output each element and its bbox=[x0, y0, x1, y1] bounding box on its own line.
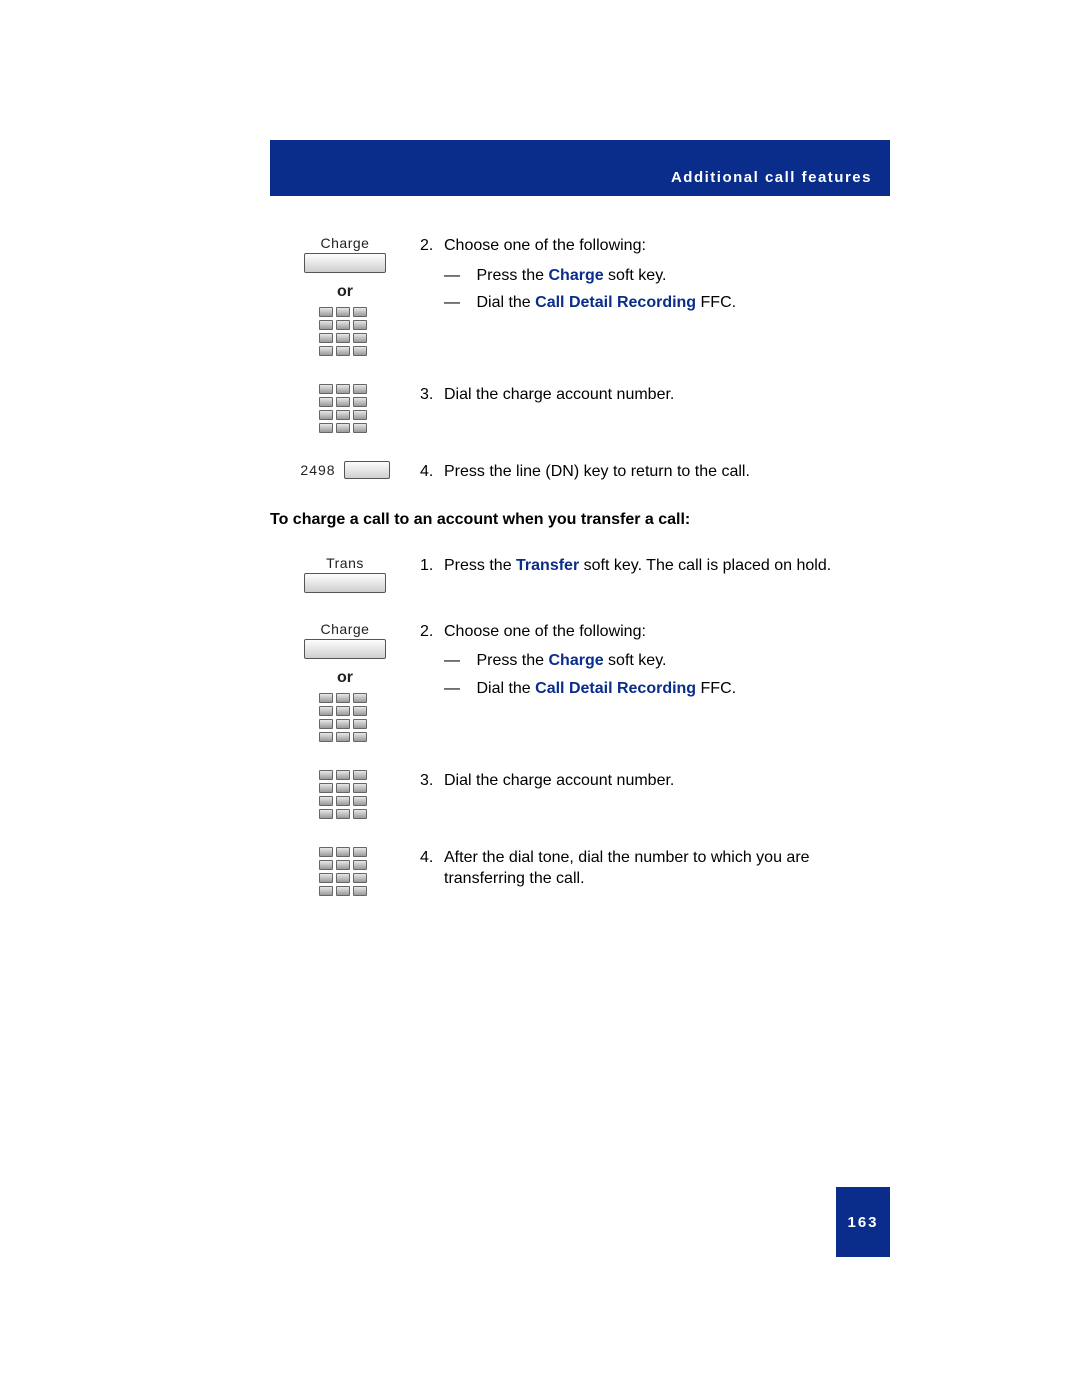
softkey-button-icon bbox=[304, 253, 386, 273]
step-line: Press the line (DN) key to return to the… bbox=[444, 463, 750, 480]
page: Additional call features Charge or 2. bbox=[0, 0, 1080, 1397]
step-number: 3. bbox=[420, 384, 444, 406]
dash: — bbox=[444, 650, 472, 672]
step-row: 3. Dial the charge account number. bbox=[270, 384, 890, 433]
icon-col-charge-or-keypad: Charge or bbox=[270, 235, 420, 356]
icon-col-keypad bbox=[270, 770, 420, 819]
opt-text: Press the bbox=[476, 652, 548, 669]
dash: — bbox=[444, 292, 472, 314]
step-row: Charge or 2. Choose one of the following… bbox=[270, 235, 890, 356]
line-number: 2498 bbox=[300, 462, 335, 478]
step-row: Charge or 2. Choose one of the following… bbox=[270, 621, 890, 742]
softkey-label: Charge bbox=[270, 235, 420, 251]
step-pre: Press the bbox=[444, 557, 516, 574]
step-text: 3. Dial the charge account number. bbox=[420, 770, 890, 792]
step-line: After the dial tone, dial the number to … bbox=[444, 849, 810, 888]
opt-text: Dial the bbox=[476, 680, 535, 697]
icon-col-keypad bbox=[270, 847, 420, 896]
step-intro: Choose one of the following: bbox=[444, 623, 646, 640]
step-text: 1. Press the Transfer soft key. The call… bbox=[420, 555, 890, 577]
step-line: Dial the charge account number. bbox=[444, 386, 674, 403]
step-text: 3. Dial the charge account number. bbox=[420, 384, 890, 406]
opt-text: soft key. bbox=[604, 267, 667, 284]
icon-col-line-key: 2498 bbox=[270, 461, 420, 479]
softkey-button-icon bbox=[304, 639, 386, 659]
or-label: or bbox=[270, 283, 420, 301]
line-key-icon bbox=[344, 461, 390, 479]
page-number-box: 163 bbox=[836, 1187, 890, 1257]
step-row: 4. After the dial tone, dial the number … bbox=[270, 847, 890, 896]
page-number: 163 bbox=[847, 1214, 878, 1231]
icon-col-trans: Trans bbox=[270, 555, 420, 593]
opt-text: FFC. bbox=[696, 680, 736, 697]
section-heading: To charge a call to an account when you … bbox=[270, 511, 890, 529]
step-line: Dial the charge account number. bbox=[444, 772, 674, 789]
or-label: or bbox=[270, 669, 420, 687]
keypad-icon bbox=[319, 307, 371, 356]
step-row: 2498 4. Press the line (DN) key to retur… bbox=[270, 461, 890, 483]
opt-text: Dial the bbox=[476, 294, 535, 311]
icon-col-charge-or-keypad: Charge or bbox=[270, 621, 420, 742]
content-area: Charge or 2. Choose one of the following… bbox=[270, 235, 890, 924]
step-number: 4. bbox=[420, 847, 444, 890]
header-title: Additional call features bbox=[671, 169, 872, 186]
step-text: 2. Choose one of the following: — Press … bbox=[420, 235, 890, 314]
icon-col-keypad bbox=[270, 384, 420, 433]
step-intro: Choose one of the following: bbox=[444, 237, 646, 254]
keypad-icon bbox=[319, 693, 371, 742]
step-number: 4. bbox=[420, 461, 444, 483]
step-row: Trans 1. Press the Transfer soft key. Th… bbox=[270, 555, 890, 593]
header-bar: Additional call features bbox=[270, 140, 890, 196]
dash: — bbox=[444, 265, 472, 287]
softkey-label: Charge bbox=[270, 621, 420, 637]
opt-bold: Call Detail Recording bbox=[535, 680, 696, 697]
dash: — bbox=[444, 678, 472, 700]
step-number: 1. bbox=[420, 555, 444, 577]
step-number: 2. bbox=[420, 235, 444, 314]
step-number: 3. bbox=[420, 770, 444, 792]
opt-text: soft key. bbox=[604, 652, 667, 669]
step-post: soft key. The call is placed on hold. bbox=[579, 557, 831, 574]
step-text: 2. Choose one of the following: — Press … bbox=[420, 621, 890, 700]
softkey-button-icon bbox=[304, 573, 386, 593]
opt-text: Press the bbox=[476, 267, 548, 284]
opt-bold: Charge bbox=[548, 652, 603, 669]
step-bold: Transfer bbox=[516, 557, 579, 574]
step-text: 4. Press the line (DN) key to return to … bbox=[420, 461, 890, 483]
step-number: 2. bbox=[420, 621, 444, 700]
keypad-icon bbox=[319, 770, 371, 819]
opt-text: FFC. bbox=[696, 294, 736, 311]
keypad-icon bbox=[319, 847, 371, 896]
softkey-label: Trans bbox=[270, 555, 420, 571]
opt-bold: Call Detail Recording bbox=[535, 294, 696, 311]
keypad-icon bbox=[319, 384, 371, 433]
step-row: 3. Dial the charge account number. bbox=[270, 770, 890, 819]
opt-bold: Charge bbox=[548, 267, 603, 284]
step-text: 4. After the dial tone, dial the number … bbox=[420, 847, 890, 890]
